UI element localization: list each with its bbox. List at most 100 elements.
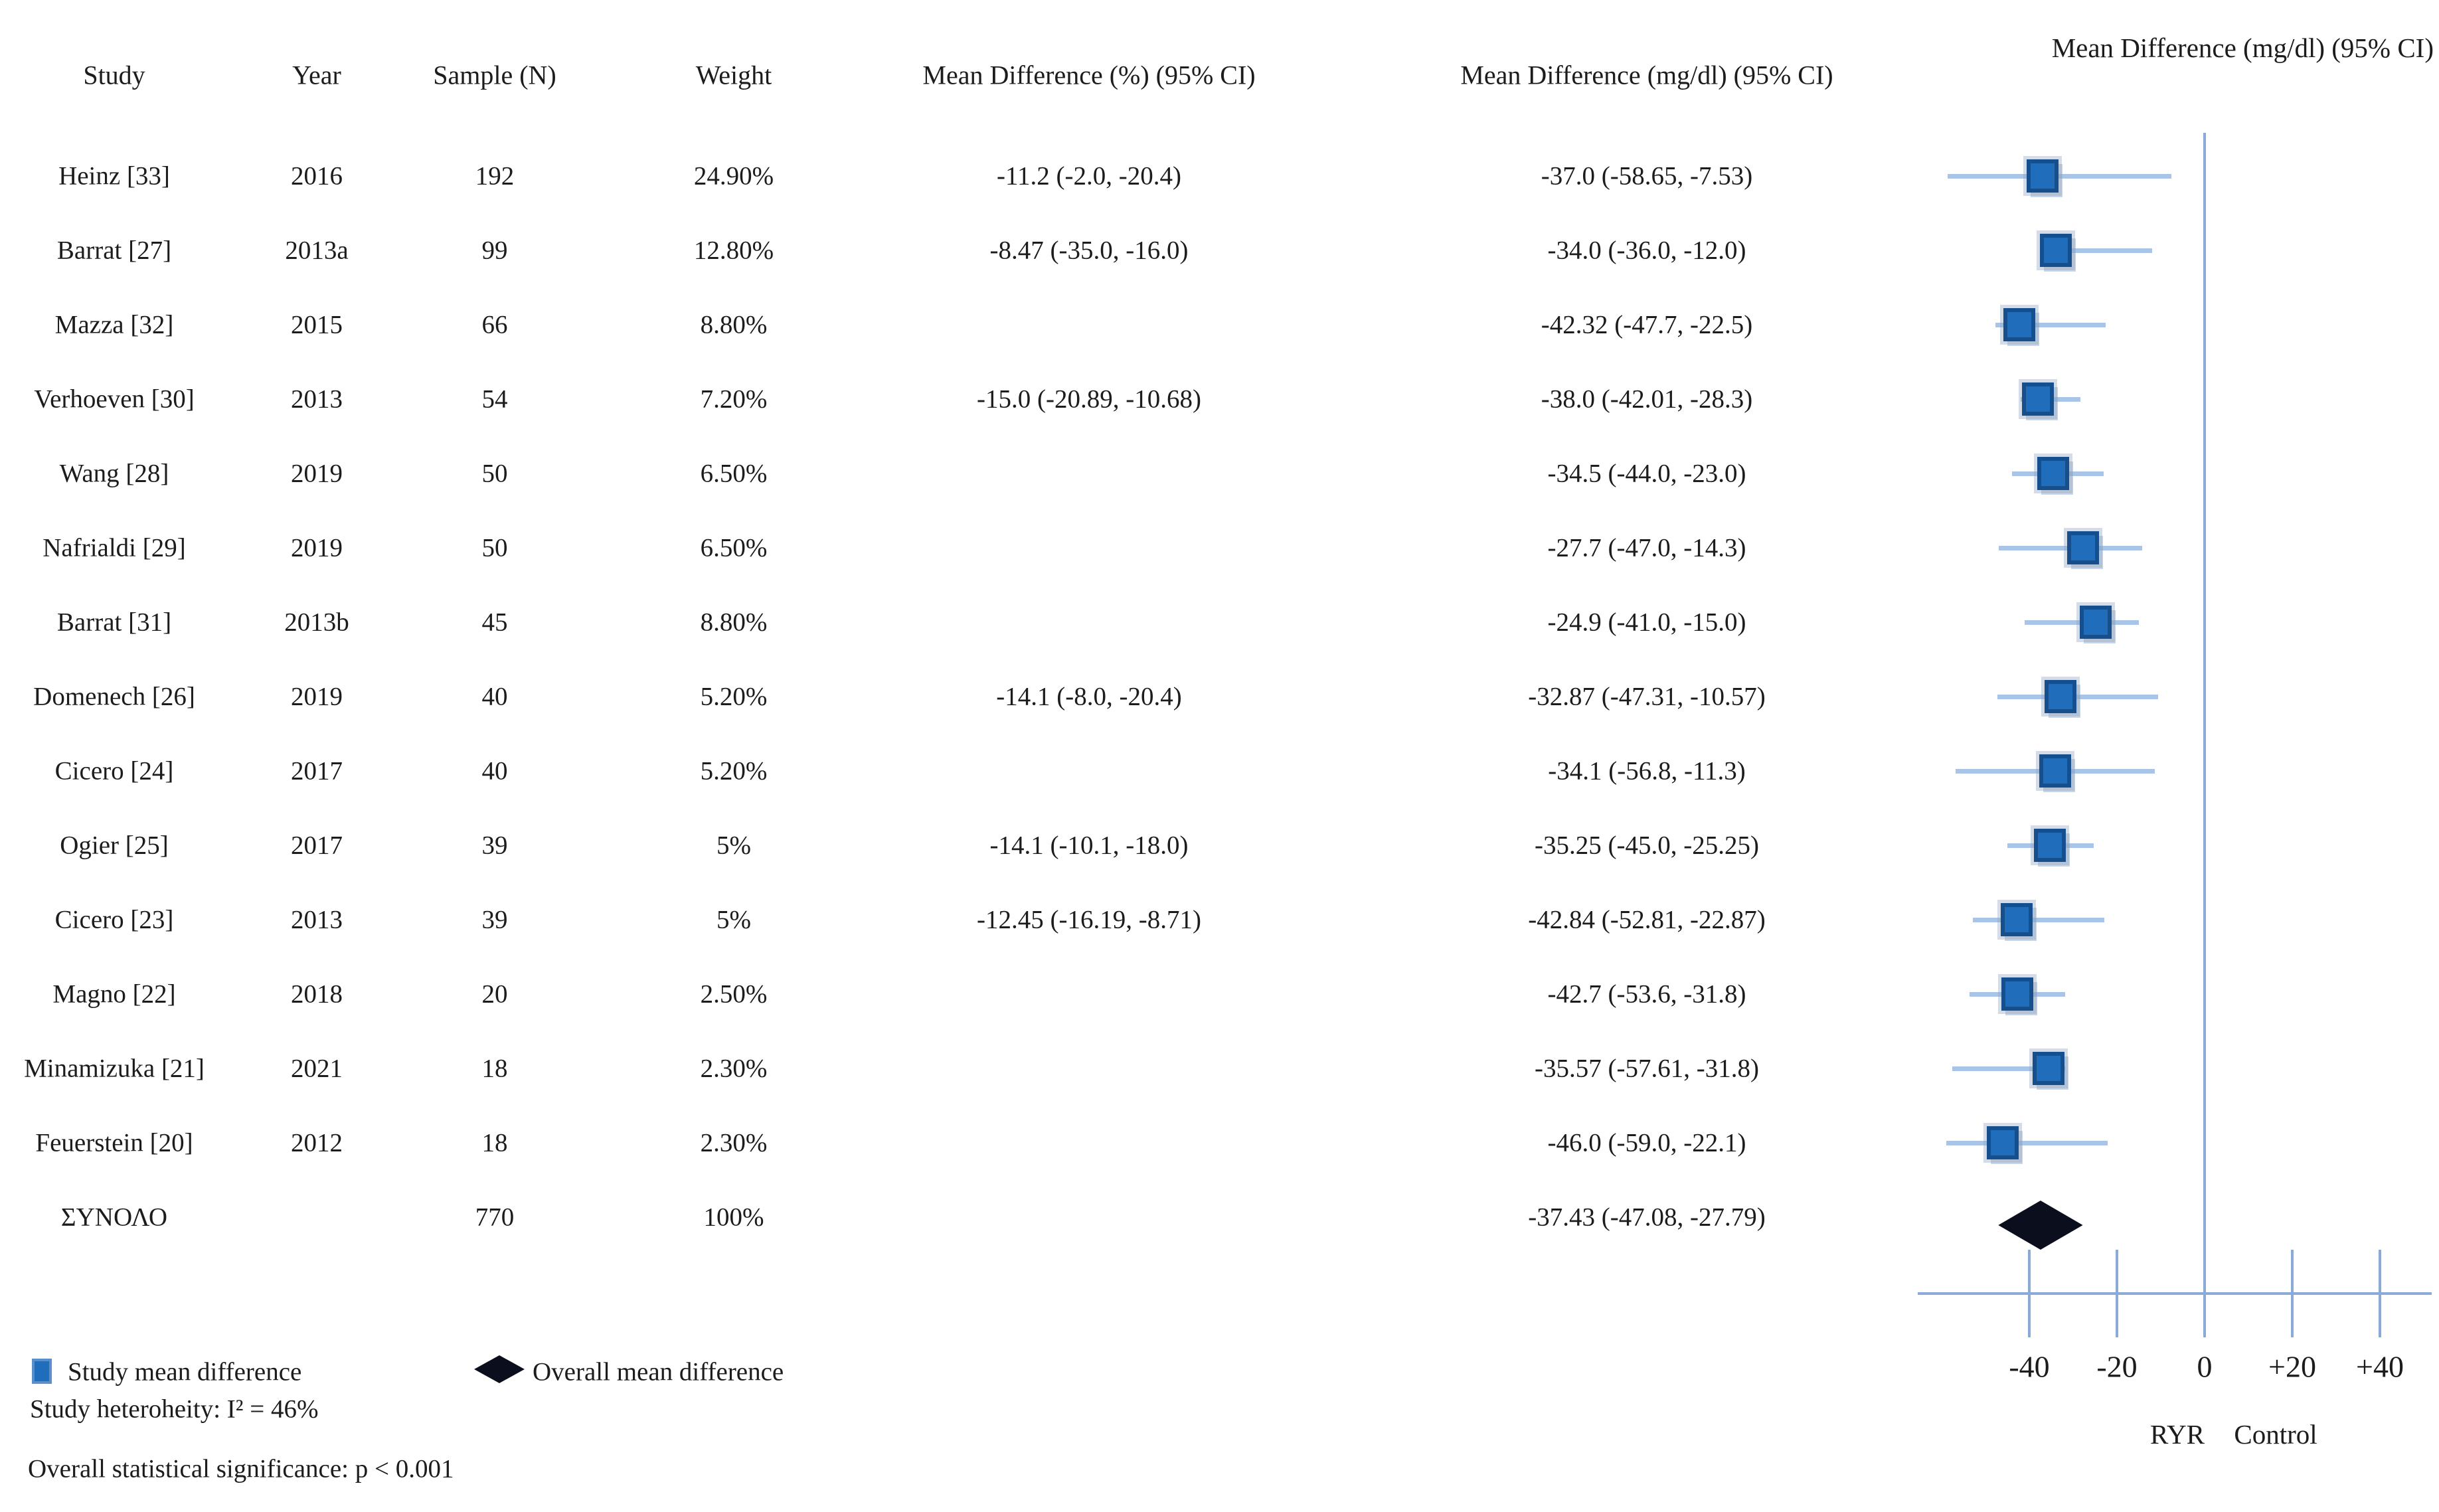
- cell-study: Verhoeven [30]: [34, 384, 195, 414]
- cell-study: Feuerstein [20]: [35, 1128, 193, 1157]
- cell-year: 2013b: [284, 608, 349, 637]
- study-mean-marker: [2037, 457, 2070, 490]
- cell-year: 2019: [291, 533, 343, 562]
- cell-weight: 5%: [716, 831, 751, 860]
- plot-title: Mean Difference (mg/dl) (95% CI): [2051, 33, 2434, 63]
- cell-md-mgdl: -35.57 (-57.61, -31.8): [1535, 1054, 1759, 1083]
- cell-weight: 2.30%: [700, 1128, 768, 1157]
- axis-group-label-control: Control: [2234, 1419, 2317, 1450]
- cell-md-mgdl: -38.0 (-42.01, -28.3): [1541, 384, 1753, 414]
- study-mean-marker: [2045, 680, 2077, 713]
- ci-line: [1947, 174, 2172, 179]
- significance-note: Overall statistical significance: p < 0.…: [28, 1454, 454, 1483]
- cell-sample: 40: [481, 682, 508, 711]
- study-mean-marker: [2034, 829, 2066, 862]
- cell-year: 2013: [291, 384, 343, 414]
- cell-sample: 45: [481, 608, 508, 637]
- cell-weight: 5%: [716, 905, 751, 934]
- cell-md-mgdl: -24.9 (-41.0, -15.0): [1547, 608, 1746, 637]
- cell-md-mgdl: -42.7 (-53.6, -31.8): [1547, 979, 1746, 1009]
- cell-sample: 50: [481, 459, 508, 488]
- cell-md-mgdl: -34.5 (-44.0, -23.0): [1547, 459, 1746, 488]
- x-axis-line: [1918, 1292, 2432, 1295]
- cell-md-mgdl: -37.0 (-58.65, -7.53): [1541, 161, 1753, 191]
- cell-md-mgdl: -42.32 (-47.7, -22.5): [1541, 310, 1753, 339]
- cell-weight: 2.30%: [700, 1054, 768, 1083]
- cell-weight: 8.80%: [700, 310, 768, 339]
- study-mean-marker: [1987, 1126, 2019, 1159]
- x-axis-tick: [2379, 1250, 2381, 1337]
- cell-weight: 6.50%: [700, 533, 768, 562]
- cell-md-pct: -14.1 (-8.0, -20.4): [996, 682, 1182, 711]
- cell-md-mgdl: -27.7 (-47.0, -14.3): [1547, 533, 1746, 562]
- cell-year: 2017: [291, 831, 343, 860]
- cell-md-mgdl: -37.43 (-47.08, -27.79): [1528, 1203, 1766, 1232]
- legend-study-marker-swatch: [32, 1359, 52, 1384]
- cell-study: Cicero [24]: [54, 756, 174, 786]
- ci-line: [1946, 1141, 2108, 1145]
- cell-weight: 5.20%: [700, 756, 768, 786]
- cell-sample: 192: [475, 161, 515, 191]
- cell-md-mgdl: -34.0 (-36.0, -12.0): [1547, 236, 1746, 265]
- cell-sample: 99: [481, 236, 508, 265]
- cell-sample: 39: [481, 831, 508, 860]
- cell-md-mgdl: -34.1 (-56.8, -11.3): [1548, 756, 1746, 786]
- cell-md-pct: -12.45 (-16.19, -8.71): [977, 905, 1201, 934]
- cell-md-mgdl: -46.0 (-59.0, -22.1): [1547, 1128, 1746, 1157]
- cell-study: Domenech [26]: [33, 682, 195, 711]
- study-mean-marker: [2026, 159, 2059, 193]
- cell-sample: 18: [481, 1054, 508, 1083]
- study-mean-marker: [2067, 531, 2100, 564]
- cell-year: 2015: [291, 310, 343, 339]
- cell-md-mgdl: -35.25 (-45.0, -25.25): [1535, 831, 1759, 860]
- cell-weight: 100%: [703, 1203, 764, 1232]
- cell-sample: 18: [481, 1128, 508, 1157]
- cell-study: Mazza [32]: [54, 310, 174, 339]
- ci-line: [1952, 1066, 2066, 1071]
- cell-year: 2017: [291, 756, 343, 786]
- cell-weight: 5.20%: [700, 682, 768, 711]
- cell-weight: 24.90%: [693, 161, 774, 191]
- cell-year: 2013: [291, 905, 343, 934]
- study-mean-marker: [2001, 903, 2033, 936]
- cell-study: Barrat [27]: [56, 236, 172, 265]
- cell-sample: 770: [475, 1203, 515, 1232]
- study-mean-marker: [2003, 308, 2035, 341]
- cell-md-mgdl: -42.84 (-52.81, -22.87): [1528, 905, 1766, 934]
- cell-sample: 66: [481, 310, 508, 339]
- cell-weight: 12.80%: [693, 236, 774, 265]
- cell-year: 2018: [291, 979, 343, 1009]
- zero-line: [2203, 133, 2206, 1337]
- study-mean-marker: [2001, 977, 2034, 1011]
- cell-md-pct: -8.47 (-35.0, -16.0): [989, 236, 1189, 265]
- study-mean-marker: [2022, 382, 2055, 416]
- cell-md-pct: -14.1 (-10.1, -18.0): [989, 831, 1189, 860]
- cell-sample: 20: [481, 979, 508, 1009]
- cell-weight: 7.20%: [700, 384, 768, 414]
- ci-line: [2047, 248, 2152, 253]
- column-header-year: Year: [292, 60, 341, 90]
- cell-study: ΣΥΝΟΛΟ: [60, 1203, 168, 1232]
- cell-weight: 8.80%: [700, 608, 768, 637]
- column-header-sample: Sample (N): [433, 60, 556, 90]
- cell-year: 2013a: [285, 236, 349, 265]
- cell-study: Minamizuka [21]: [24, 1054, 205, 1083]
- cell-year: 2012: [291, 1128, 343, 1157]
- legend-overall-marker-swatch: [474, 1355, 525, 1383]
- x-axis-tick-label: 0: [2197, 1349, 2213, 1384]
- cell-md-mgdl: -32.87 (-47.31, -10.57): [1528, 682, 1766, 711]
- column-header-md-mgdl: Mean Difference (mg/dl) (95% CI): [1460, 60, 1833, 90]
- legend-overall-label: Overall mean difference: [533, 1357, 784, 1386]
- cell-sample: 39: [481, 905, 508, 934]
- column-header-weight: Weight: [695, 60, 772, 90]
- cell-year: 2016: [291, 161, 343, 191]
- column-header-study: Study: [83, 60, 145, 90]
- x-axis-tick: [2116, 1250, 2118, 1337]
- ci-line: [1997, 695, 2159, 699]
- cell-year: 2021: [291, 1054, 343, 1083]
- study-mean-marker: [2039, 234, 2072, 267]
- cell-sample: 54: [481, 384, 508, 414]
- cell-year: 2019: [291, 459, 343, 488]
- x-axis-tick-label: -40: [2009, 1349, 2050, 1384]
- axis-group-label-ryr: RYR: [2149, 1419, 2205, 1450]
